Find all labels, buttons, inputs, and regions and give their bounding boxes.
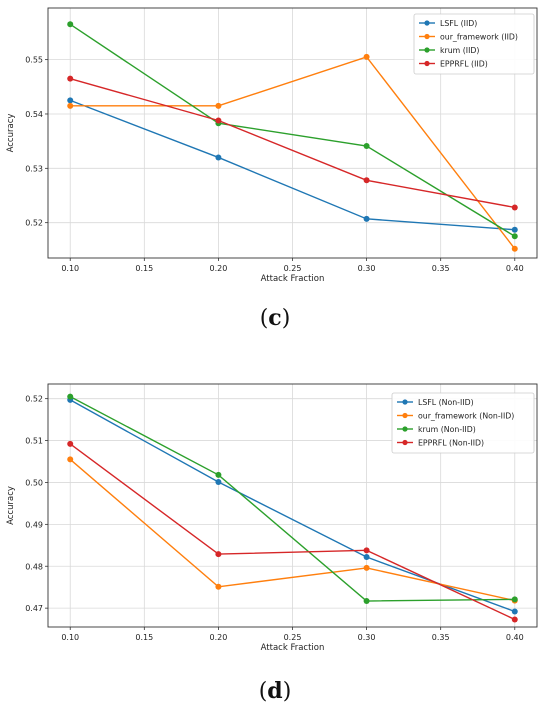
chart-0-legend-box	[413, 13, 535, 75]
chart-1-series-2-line	[69, 395, 515, 602]
chart-0-series-2-point-2	[363, 143, 370, 150]
chart-1-xtick-label-4: 0.30	[358, 633, 376, 642]
chart-0-series-3-point-3	[511, 204, 518, 211]
panel-label-c: (c)	[0, 305, 550, 331]
chart-1-series-3-line	[69, 443, 516, 621]
chart-0-series-0-point-1	[215, 154, 222, 161]
chart-1-series-3-point-1	[215, 551, 222, 558]
chart-0-ytick-label-0: 0.52	[25, 219, 43, 228]
chart-c: 0.10 0.15 0.20 0.25 0.30 0.35 0.40 0.52 0.53 0.54…	[6, 7, 538, 284]
chart-0-series-3-point-2	[363, 177, 370, 184]
chart-0-series-2-line	[69, 23, 516, 237]
chart-1-legend-marker-0	[402, 399, 408, 405]
chart-1-series-0-point-3	[511, 608, 518, 615]
chart-1-legend-marker-1	[402, 412, 408, 419]
panel-label-d: (d)	[0, 678, 550, 704]
chart-0-xtick-label-4: 0.30	[358, 264, 376, 273]
chart-0-x-axis-label: Attack Fraction	[261, 274, 325, 284]
chart-1-series-1-point-2	[363, 564, 370, 571]
chart-0-xtick-label-1: 0.15	[135, 264, 153, 273]
chart-0-series-3-point-0	[67, 75, 74, 82]
chart-1-xtick-label-2: 0.20	[210, 633, 228, 642]
chart-0-legend-marker-3	[424, 60, 430, 67]
panel-label-c-close: )	[281, 306, 291, 331]
chart-0-legend-label-1: our_framework (IID)	[440, 33, 518, 42]
chart-1-legend-label-1: our_framework (Non-IID)	[418, 412, 514, 421]
chart-1-series-3-point-0	[67, 440, 74, 447]
chart-1-series-3-point-3	[511, 616, 518, 623]
chart-0-xtick-label-5: 0.35	[432, 264, 450, 273]
chart-1-legend-label-0: LSFL (Non-IID)	[418, 398, 474, 407]
panel-label-c-letter: c	[268, 305, 282, 331]
chart-1-ytick-label-5: 0.52	[25, 395, 43, 404]
chart-0-series-1-point-0	[67, 102, 74, 109]
chart-0-xtick-label-3: 0.25	[284, 264, 302, 273]
chart-1-series-0-point-2	[363, 554, 370, 561]
chart-1-x-axis-label: Attack Fraction	[261, 643, 325, 653]
chart-0-legend-marker-1	[424, 33, 430, 40]
panel-label-c-open: (	[259, 306, 269, 331]
chart-0-series-1-point-1	[215, 102, 222, 109]
chart-0-xtick-label-0: 0.10	[61, 264, 79, 273]
chart-0-legend-label-0: LSFL (IID)	[440, 19, 477, 28]
chart-1-xtick-label-3: 0.25	[284, 633, 302, 642]
chart-1-legend-marker-3	[402, 439, 408, 446]
chart-0-xtick-label-6: 0.40	[506, 264, 524, 273]
chart-0-series-0-point-3	[511, 226, 518, 233]
chart-1-ytick-label-3: 0.50	[25, 478, 43, 487]
panel-label-d-close: )	[282, 679, 292, 704]
chart-0-series-0-point-0	[67, 97, 74, 104]
panel-label-d-open: (	[258, 679, 268, 704]
chart-1-ytick-label-1: 0.48	[25, 562, 43, 571]
chart-1-legend-box	[391, 392, 535, 454]
chart-1-legend-marker-2	[402, 426, 408, 432]
chart-0-y-axis-label: Accuracy	[6, 114, 16, 153]
chart-1-xtick-label-6: 0.40	[506, 633, 524, 642]
chart-1-legend-label-2: krum (Non-IID)	[418, 425, 476, 434]
chart-1-ytick-label-2: 0.49	[25, 520, 43, 529]
chart-1-series-1-point-0	[67, 456, 74, 463]
chart-1-ytick-label-4: 0.51	[25, 437, 43, 446]
chart-0-series-2-point-3	[511, 233, 518, 240]
chart-1-series-2-point-2	[363, 598, 370, 605]
chart-1-series-2-point-0	[67, 393, 74, 400]
chart-0-series-1-line	[70, 56, 516, 250]
chart-0-series-0-point-2	[363, 215, 370, 222]
chart-1-series-2-point-3	[511, 596, 518, 603]
panel-label-d-letter: d	[267, 678, 283, 704]
chart-0-legend-label-3: EPPRFL (IID)	[440, 60, 488, 69]
chart-1-y-axis-label: Accuracy	[6, 486, 16, 525]
chart-1-series-3-point-2	[363, 547, 370, 554]
chart-1-xtick-label-0: 0.10	[61, 633, 79, 642]
chart-0-ytick-label-3: 0.55	[25, 56, 43, 65]
chart-0-series-3-line	[70, 77, 515, 209]
chart-d: 0.10 0.15 0.20 0.25 0.30 0.35 0.40 0.47 0.48 0.49…	[6, 383, 538, 653]
chart-1-series-1-point-1	[215, 583, 222, 590]
chart-0-series-1-point-2	[363, 53, 370, 60]
chart-1-legend-label-3: EPPRFL (Non-IID)	[418, 439, 484, 448]
chart-1-ytick-label-0: 0.47	[25, 604, 43, 613]
chart-0-series-1-point-3	[511, 245, 518, 252]
chart-0-legend-marker-2	[424, 47, 430, 53]
chart-1-xtick-label-5: 0.35	[432, 633, 450, 642]
chart-0-series-0-line	[69, 99, 515, 231]
chart-1-xtick-label-1: 0.15	[135, 633, 153, 642]
chart-0-ytick-label-1: 0.53	[25, 164, 43, 173]
chart-0-ytick-label-2: 0.54	[25, 110, 43, 119]
chart-0-legend-label-2: krum (IID)	[440, 46, 479, 55]
chart-0-legend-marker-0	[424, 20, 430, 26]
chart-0-xtick-label-2: 0.20	[210, 264, 228, 273]
chart-1-series-0-point-1	[215, 479, 222, 486]
chart-0-series-3-point-1	[215, 117, 222, 124]
chart-1-series-2-point-1	[215, 471, 222, 478]
chart-0-series-2-point-0	[67, 21, 74, 28]
